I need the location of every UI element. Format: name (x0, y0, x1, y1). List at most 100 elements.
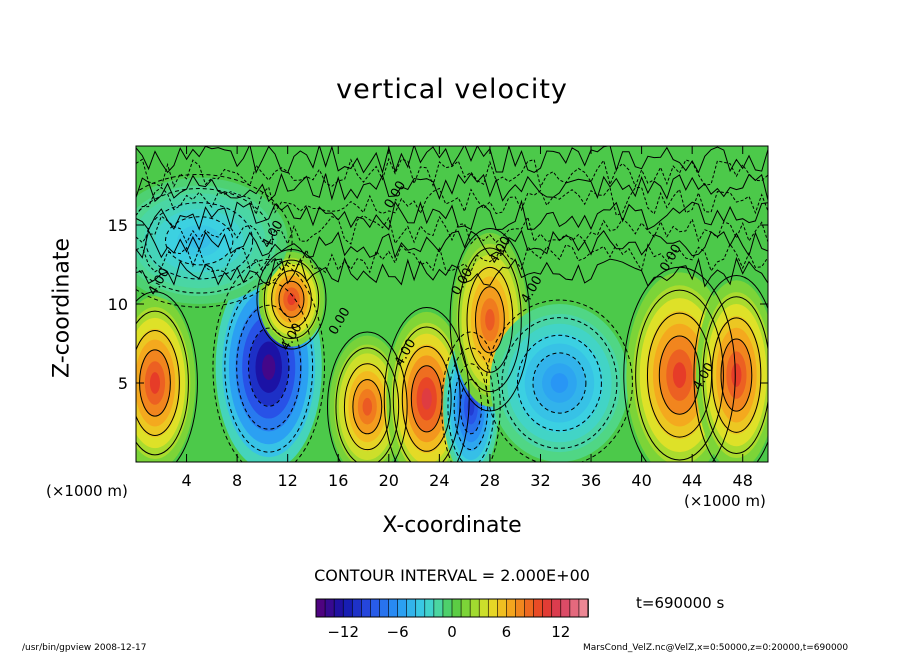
contour-line (343, 363, 391, 451)
contour-line (278, 280, 305, 318)
colorbar-swatch (361, 598, 372, 618)
colorbar-swatch (388, 598, 399, 618)
contour-line (459, 379, 483, 435)
contour-line (532, 352, 587, 414)
contour-line (516, 334, 602, 432)
colorbar-swatch (424, 598, 435, 618)
colorbar-swatch (469, 598, 480, 618)
colorbar-swatch (324, 598, 335, 618)
footer-right: MarsCond_VelZ.nc@VelZ,x=0:50000,z=0:2000… (583, 643, 849, 653)
contour-line (711, 317, 762, 433)
colorbar-swatch (415, 598, 426, 618)
colorbar-swatch (442, 598, 453, 618)
colorbar-swatch (560, 598, 571, 618)
colorbar-swatch (551, 598, 562, 618)
y-tick-label: 15 (108, 216, 128, 235)
contour-line (658, 335, 701, 415)
contour-line (449, 228, 531, 412)
contour-line (693, 275, 768, 462)
contour-line (236, 304, 302, 430)
colorbar-swatch (351, 598, 363, 618)
colorbar-swatch (524, 598, 535, 618)
footer-left: /usr/bin/gpview 2008-12-17 (22, 643, 147, 653)
contour-line (392, 326, 461, 462)
colorbar-swatch (515, 598, 526, 618)
contour-line (136, 173, 293, 308)
colorbar-tick-label: −12 (327, 623, 359, 641)
colorbar-swatch (533, 598, 544, 618)
colorbar-swatch (333, 598, 344, 618)
contour-line (501, 317, 618, 449)
colorbar-swatch (315, 598, 326, 618)
contour-line (271, 270, 312, 329)
x-tick-label: 8 (232, 471, 242, 490)
y-tick-label: 5 (118, 374, 128, 393)
x-tick-label: 4 (181, 471, 191, 490)
colorbar-swatch (342, 598, 354, 618)
contour-line (136, 256, 768, 288)
contour-line (212, 258, 325, 462)
y-axis-label: Z-coordinate (49, 238, 75, 378)
time-label: t=690000 s (636, 594, 725, 612)
x-tick-label: 32 (530, 471, 550, 490)
contour-line (453, 363, 489, 451)
colorbar-frame (315, 598, 589, 618)
colorbar-swatch (497, 598, 508, 618)
contour-line (702, 296, 768, 454)
colorbar-swatch (460, 598, 471, 618)
colorbar-swatch (478, 598, 490, 618)
contour-line (352, 379, 383, 435)
contour-line (224, 281, 314, 453)
colorbar-tick-label: 6 (502, 623, 512, 641)
contour-line (136, 229, 768, 259)
field-feature (489, 304, 629, 462)
contour-line (136, 186, 768, 217)
x-tick-label: 28 (480, 471, 500, 490)
x-tick-label: 48 (733, 471, 753, 490)
x-unit-label-right: (×1000 m) (684, 492, 766, 510)
colorbar-swatch (433, 598, 444, 618)
x-tick-label: 36 (581, 471, 601, 490)
contour-line (485, 299, 633, 462)
colorbar-swatch (542, 598, 553, 618)
contour-line (136, 291, 198, 462)
contour-line (136, 199, 768, 231)
colorbar-swatch (578, 598, 589, 618)
contour-line (136, 310, 189, 456)
colorbar-tick-label: 12 (551, 623, 570, 641)
contour-line (635, 289, 724, 461)
chart-title: vertical velocity (336, 74, 568, 105)
contour-line (441, 331, 501, 462)
x-tick-label: 44 (682, 471, 702, 490)
colorbar-swatch (406, 598, 417, 618)
x-axis-label: X-coordinate (382, 513, 522, 538)
contour-line (327, 331, 408, 462)
colorbar-swatch (451, 598, 462, 618)
contour-line (458, 247, 522, 393)
x-tick-label: 16 (328, 471, 348, 490)
colorbar-swatch (506, 598, 517, 618)
x-tick-label: 12 (278, 471, 298, 490)
contour-line (136, 172, 768, 203)
x-tick-label: 24 (429, 471, 449, 490)
contour-line (720, 338, 753, 412)
x-tick-label: 20 (379, 471, 399, 490)
colorbar-swatch (397, 598, 408, 618)
colorbar-swatch (370, 598, 381, 618)
contour-line (136, 146, 768, 175)
contour-line (335, 347, 400, 462)
contour-interval-label: CONTOUR INTERVAL = 2.000E+00 (314, 566, 590, 585)
contour-line (401, 345, 452, 452)
contour-line (474, 286, 505, 354)
x-unit-label-left: (×1000 m) (46, 482, 128, 500)
contour-line (165, 216, 234, 266)
contour-line (136, 330, 180, 436)
colorbar-tick-label: −6 (387, 623, 409, 641)
field-feature (136, 296, 196, 462)
contour-line (248, 327, 290, 407)
y-tick-label: 10 (108, 295, 128, 314)
colorbar-swatch (569, 598, 580, 618)
x-tick-label: 40 (631, 471, 651, 490)
colorbar-swatch (487, 598, 499, 618)
